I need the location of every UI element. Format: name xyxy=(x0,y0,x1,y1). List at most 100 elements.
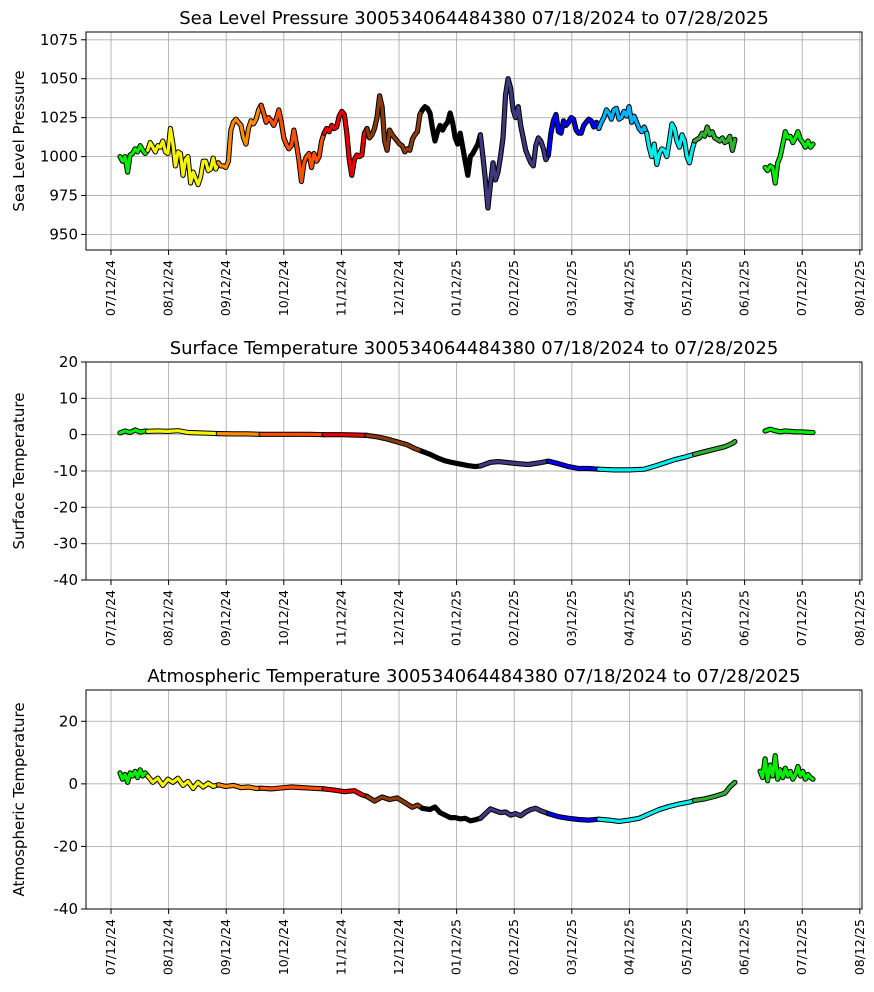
chart-title: Surface Temperature 300534064484380 07/1… xyxy=(170,338,779,359)
y-tick-label: -20 xyxy=(54,498,79,516)
series-line-11 xyxy=(645,122,697,166)
series-line-3 xyxy=(216,432,263,436)
x-tick-label: 12/12/24 xyxy=(391,919,406,975)
series-line-2 xyxy=(146,774,220,791)
x-tick-label: 09/12/24 xyxy=(218,919,233,975)
series-line-12 xyxy=(758,754,815,783)
x-tick-label: 01/12/25 xyxy=(449,919,464,975)
y-tick-label: -40 xyxy=(54,571,79,589)
y-tick-label: 950 xyxy=(49,225,78,243)
x-tick-label: 07/12/25 xyxy=(794,590,809,646)
y-tick-label: 0 xyxy=(68,775,78,793)
x-tick-label: 06/12/25 xyxy=(737,260,752,316)
x-tick-label: 07/12/25 xyxy=(794,919,809,975)
series-line-7 xyxy=(420,805,482,823)
x-tick-label: 03/12/25 xyxy=(564,590,579,646)
y-tick-label: -40 xyxy=(54,900,79,918)
series-line-8 xyxy=(478,459,551,468)
x-tick-label: 11/12/24 xyxy=(333,590,348,646)
plot-frame xyxy=(85,31,863,251)
y-tick-label: 975 xyxy=(49,187,78,205)
series-outline-13 xyxy=(762,129,816,186)
chart-panel-3: Atmospheric Temperature 300534064484380 … xyxy=(10,666,867,975)
x-tick-label: 08/12/24 xyxy=(161,919,176,975)
series-line-3 xyxy=(216,783,263,791)
x-tick-label: 02/12/25 xyxy=(506,260,521,316)
chart-panel-2: Surface Temperature 300534064484380 07/1… xyxy=(10,338,867,646)
y-tick-label: 1050 xyxy=(40,70,78,88)
series-line-8 xyxy=(478,77,551,210)
x-tick-label: 05/12/25 xyxy=(679,260,694,316)
x-tick-label: 10/12/24 xyxy=(276,919,291,975)
series-line-9 xyxy=(546,112,601,157)
x-tick-label: 08/12/24 xyxy=(161,260,176,316)
x-tick-label: 02/12/25 xyxy=(506,919,521,975)
x-tick-label: 07/12/24 xyxy=(103,919,118,975)
series-line-11 xyxy=(692,780,737,803)
series-line-4 xyxy=(259,103,326,184)
y-tick-label: 1075 xyxy=(40,31,78,49)
chart-title: Sea Level Pressure 300534064484380 07/18… xyxy=(179,8,769,29)
chart-panel-1: Sea Level Pressure 300534064484380 07/18… xyxy=(10,8,867,316)
series-line-6 xyxy=(365,433,424,453)
y-axis-label: Atmospheric Temperature xyxy=(10,702,28,896)
x-tick-label: 02/12/25 xyxy=(506,590,521,646)
y-axis-label: Sea Level Pressure xyxy=(10,70,28,211)
x-tick-label: 05/12/25 xyxy=(679,919,694,975)
series-line-7 xyxy=(420,105,482,177)
x-tick-label: 09/12/24 xyxy=(218,590,233,646)
series-line-1 xyxy=(118,144,150,174)
x-tick-label: 08/12/25 xyxy=(852,919,867,975)
y-tick-label: 10 xyxy=(59,389,78,407)
y-tick-label: 1000 xyxy=(40,148,78,166)
series-line-5 xyxy=(322,787,369,799)
x-tick-label: 09/12/24 xyxy=(218,260,233,316)
y-tick-label: 20 xyxy=(59,353,78,371)
x-tick-label: 07/12/24 xyxy=(103,260,118,316)
x-tick-label: 07/12/24 xyxy=(103,590,118,646)
x-tick-label: 01/12/25 xyxy=(449,590,464,646)
x-tick-label: 01/12/25 xyxy=(449,260,464,316)
series-line-10 xyxy=(597,798,697,824)
series-line-13 xyxy=(763,130,815,185)
x-tick-label: 04/12/25 xyxy=(621,260,636,316)
y-axis-label: Surface Temperature xyxy=(10,393,28,550)
series-line-7 xyxy=(420,449,482,469)
series-line-2 xyxy=(146,126,220,187)
series-line-2 xyxy=(146,429,220,436)
x-tick-label: 03/12/25 xyxy=(564,260,579,316)
series-line-9 xyxy=(546,459,601,471)
y-tick-label: 20 xyxy=(59,712,78,730)
x-tick-label: 04/12/25 xyxy=(621,590,636,646)
chart-title: Atmospheric Temperature 300534064484380 … xyxy=(147,666,800,687)
x-tick-label: 11/12/24 xyxy=(333,919,348,975)
y-tick-label: 0 xyxy=(68,426,78,444)
x-tick-label: 11/12/24 xyxy=(333,260,348,316)
series-line-4 xyxy=(259,785,326,791)
x-tick-label: 04/12/25 xyxy=(621,919,636,975)
y-tick-label: -30 xyxy=(54,535,79,553)
series-line-10 xyxy=(597,452,697,472)
series-line-3 xyxy=(216,103,263,170)
series-line-5 xyxy=(322,433,369,437)
series-line-6 xyxy=(365,94,424,154)
x-tick-label: 03/12/25 xyxy=(564,919,579,975)
series-line-8 xyxy=(478,806,551,820)
series-line-1 xyxy=(118,768,150,784)
x-tick-label: 07/12/25 xyxy=(794,260,809,316)
series-line-12 xyxy=(692,125,737,152)
series-line-9 xyxy=(546,811,601,822)
x-tick-label: 10/12/24 xyxy=(276,260,291,316)
x-tick-label: 08/12/24 xyxy=(161,590,176,646)
y-tick-label: -20 xyxy=(54,837,79,855)
y-tick-label: 1025 xyxy=(40,109,78,127)
x-tick-label: 08/12/25 xyxy=(852,260,867,316)
x-tick-label: 06/12/25 xyxy=(737,590,752,646)
x-tick-label: 12/12/24 xyxy=(391,260,406,316)
series-line-5 xyxy=(322,109,369,177)
series-line-10 xyxy=(597,105,649,135)
y-tick-label: -10 xyxy=(54,462,79,480)
x-tick-label: 12/12/24 xyxy=(391,590,406,646)
x-tick-label: 05/12/25 xyxy=(679,590,694,646)
